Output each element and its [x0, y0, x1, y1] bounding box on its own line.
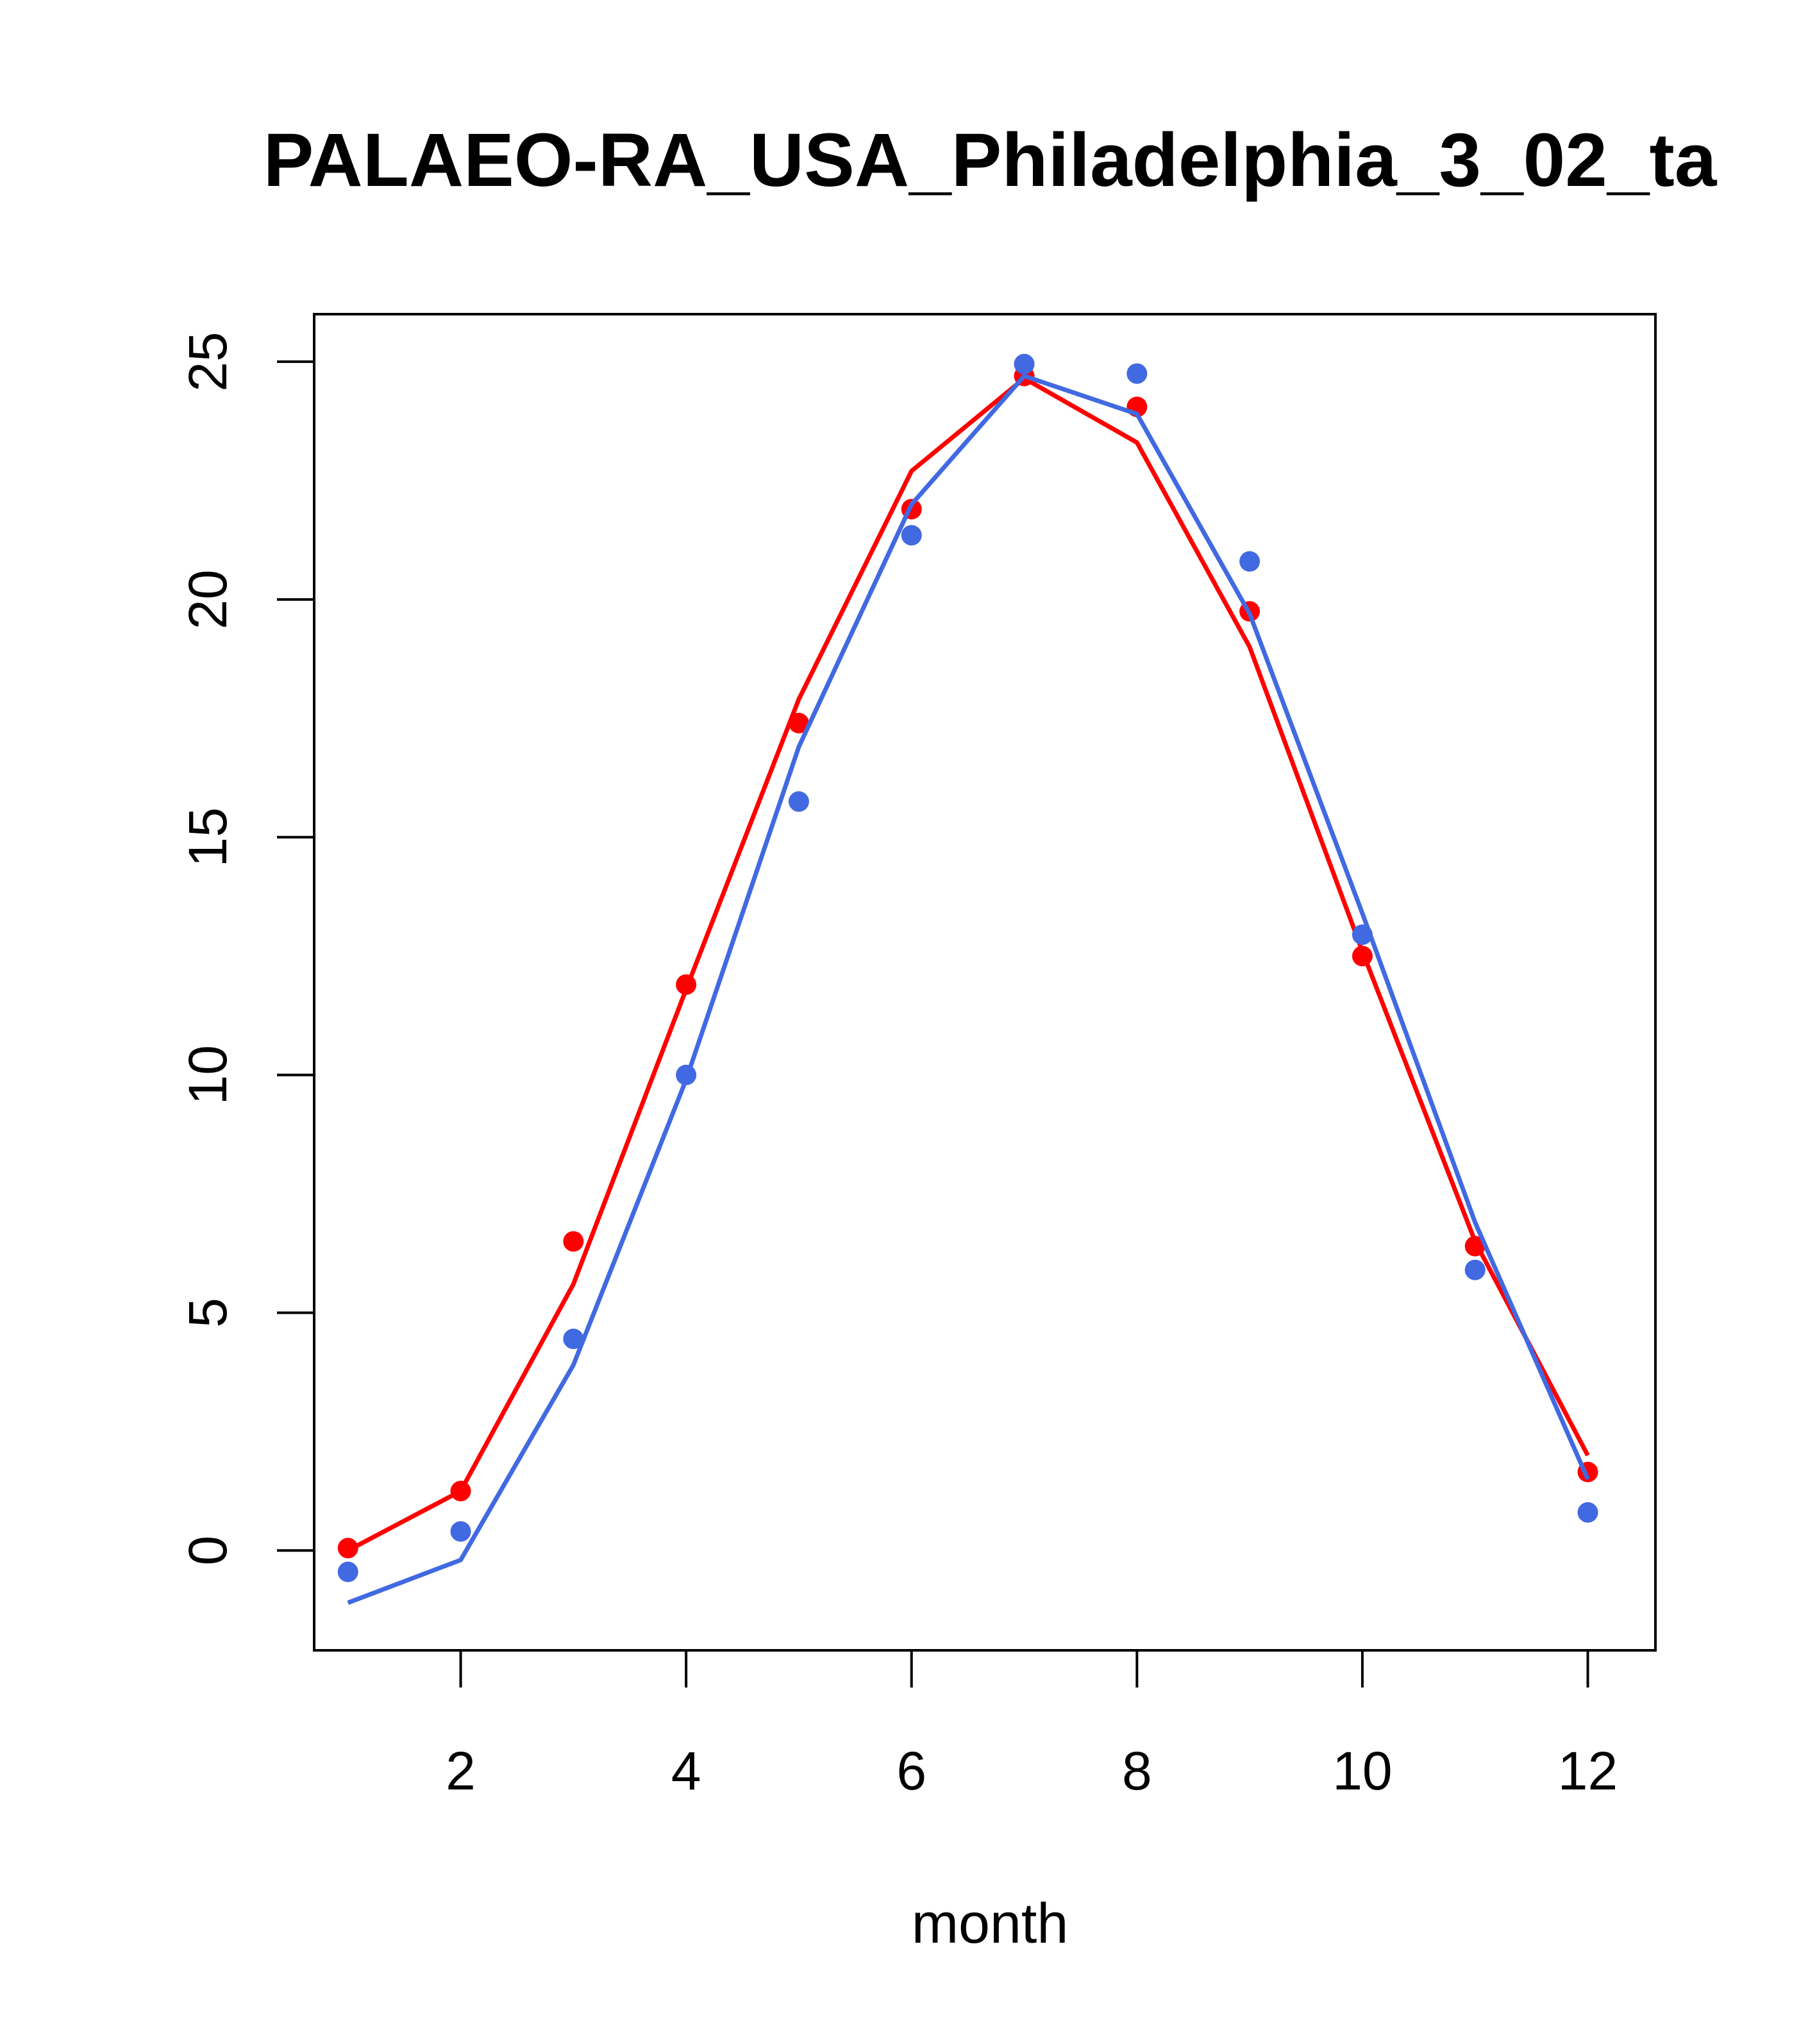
y-tick-label: 20: [178, 569, 238, 629]
series-2-point: [901, 524, 922, 546]
series-1-point: [563, 1231, 584, 1252]
plot-area: [337, 353, 1598, 1605]
x-tick-label: 10: [1332, 1741, 1392, 1801]
series-2-point: [676, 1064, 697, 1085]
y-tick-label: 10: [178, 1045, 238, 1105]
y-tick-label: 25: [178, 331, 238, 391]
chart-title: PALAEO-RA_USA_Philadelphia_3_02_ta: [264, 118, 1718, 203]
x-tick-label: 8: [1122, 1741, 1152, 1801]
plot-frame: [313, 313, 1657, 1652]
series-2-point: [1577, 1502, 1598, 1523]
series-2-point: [337, 1561, 358, 1582]
x-tick-label: 2: [446, 1741, 476, 1801]
series-2-line: [347, 373, 1590, 1605]
series-2-point: [563, 1328, 584, 1350]
y-tick-label: 15: [178, 807, 238, 867]
series-1-point: [450, 1480, 471, 1502]
series-1-point: [1464, 1236, 1486, 1257]
series-1-point: [1352, 946, 1373, 967]
series-1-line: [347, 376, 1590, 1553]
x-tick-label: 6: [896, 1741, 926, 1801]
series-2-point: [1239, 551, 1260, 572]
series-2-point: [1126, 363, 1148, 384]
series-2-point: [1014, 353, 1035, 374]
series-1-point: [676, 974, 697, 995]
y-axis: 0 5 10 15 20 25: [178, 331, 314, 1566]
series-2-point: [788, 791, 809, 812]
series-2-point: [1352, 924, 1373, 945]
y-tick-label: 5: [178, 1298, 238, 1328]
x-tick-label: 12: [1558, 1741, 1618, 1801]
series-1-point: [337, 1537, 358, 1559]
x-tick-label: 4: [671, 1741, 701, 1801]
x-axis-title: month: [912, 1891, 1069, 1955]
series-2-point: [450, 1521, 471, 1542]
series-1-point: [788, 712, 809, 733]
series-2-point: [1464, 1259, 1486, 1280]
y-tick-label: 0: [178, 1536, 238, 1566]
x-axis: 2 4 6 8 10 12: [446, 1650, 1618, 1801]
